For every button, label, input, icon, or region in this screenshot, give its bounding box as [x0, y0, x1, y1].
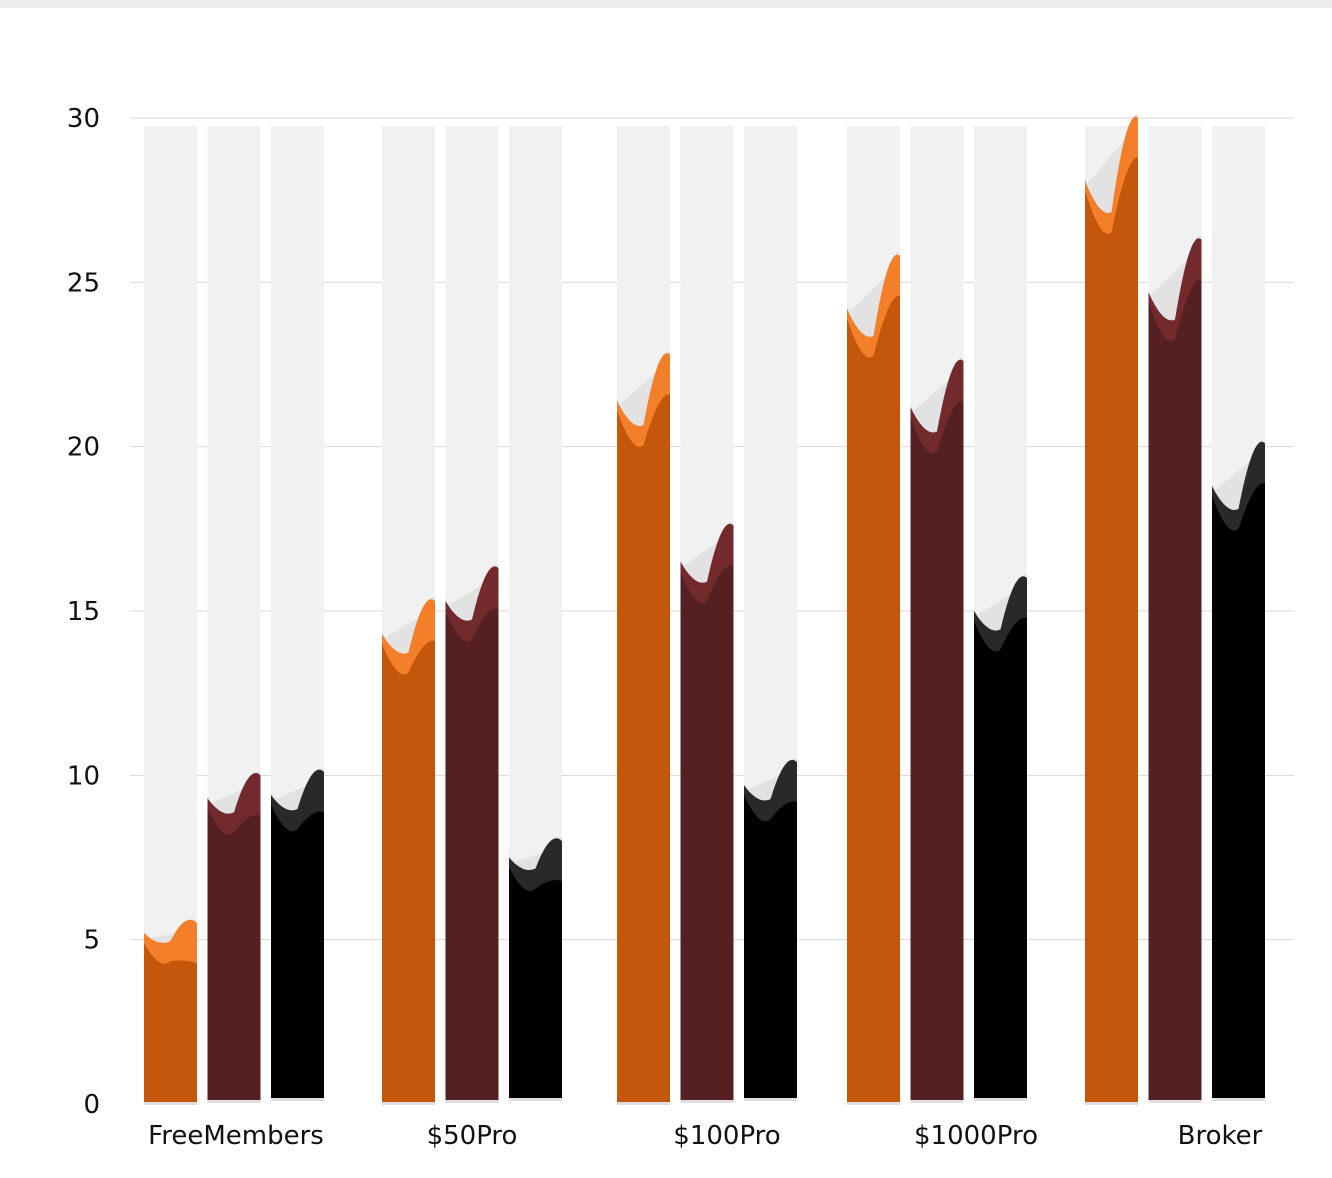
bar-body [144, 943, 197, 1102]
bar-base [271, 1098, 324, 1101]
bar-body [1148, 279, 1202, 1100]
bar-body [445, 607, 499, 1100]
bar-base [1085, 1102, 1138, 1105]
bar-base [1212, 1098, 1265, 1101]
y-tick-label: 10 [67, 761, 100, 791]
bar [509, 126, 562, 1101]
bar [974, 126, 1027, 1101]
bar-base [144, 1102, 197, 1105]
bar-body [382, 640, 435, 1102]
bar-base [744, 1098, 797, 1101]
bar [382, 126, 435, 1105]
bar-base [680, 1100, 734, 1103]
bar [1212, 126, 1265, 1101]
bar [144, 126, 197, 1105]
bar-body [744, 795, 797, 1098]
bar-body [1212, 483, 1265, 1098]
bar-body [271, 805, 324, 1098]
chart-card: 0 5 10 15 20 25 30 FreeMembers $50Pro $100Pro $10… [0, 8, 1332, 1178]
bar-base [509, 1098, 562, 1101]
bar-chart: 0 5 10 15 20 25 30 FreeMembers $50Pro $100Pro $10… [67, 104, 1294, 1151]
bar-base [910, 1100, 964, 1103]
bar [207, 126, 261, 1103]
bar-body [207, 808, 261, 1100]
bar-body [1085, 157, 1138, 1102]
x-axis-labels: FreeMembers $50Pro $100Pro $1000Pro Broker [148, 1121, 1262, 1151]
y-tick-label: 0 [83, 1090, 100, 1120]
bar [271, 126, 324, 1101]
bar-body [680, 565, 734, 1100]
y-tick-label: 5 [83, 926, 100, 956]
bar-body [509, 867, 562, 1098]
bar [617, 126, 670, 1105]
x-category-label: Broker [1178, 1121, 1263, 1151]
y-tick-label: 15 [67, 597, 100, 627]
bar-base [207, 1100, 261, 1103]
x-category-label: $1000Pro [914, 1121, 1038, 1151]
y-tick-label: 30 [67, 104, 100, 134]
x-category-label: FreeMembers [148, 1121, 324, 1151]
x-category-label: $100Pro [673, 1121, 780, 1151]
bar [1148, 126, 1202, 1103]
bar-base [445, 1100, 499, 1103]
bar-base [617, 1102, 670, 1105]
y-axis-ticks: 0 5 10 15 20 25 30 [67, 104, 100, 1120]
bar-body [974, 617, 1027, 1098]
bar-body [910, 400, 964, 1101]
bar [847, 126, 900, 1105]
bar-body [617, 394, 670, 1102]
y-tick-label: 25 [67, 268, 100, 298]
bar-ridge [1085, 114, 1138, 217]
bar-base [847, 1102, 900, 1105]
bars [144, 114, 1265, 1105]
bar [910, 126, 964, 1103]
bar [1085, 114, 1138, 1105]
bar-body [847, 295, 900, 1102]
bar [445, 126, 499, 1103]
bar-base [1148, 1100, 1202, 1103]
bar-base [974, 1098, 1027, 1101]
bar-base [382, 1102, 435, 1105]
y-tick-label: 20 [67, 433, 100, 463]
bar [744, 126, 797, 1101]
bar [680, 126, 734, 1103]
x-category-label: $50Pro [427, 1121, 518, 1151]
